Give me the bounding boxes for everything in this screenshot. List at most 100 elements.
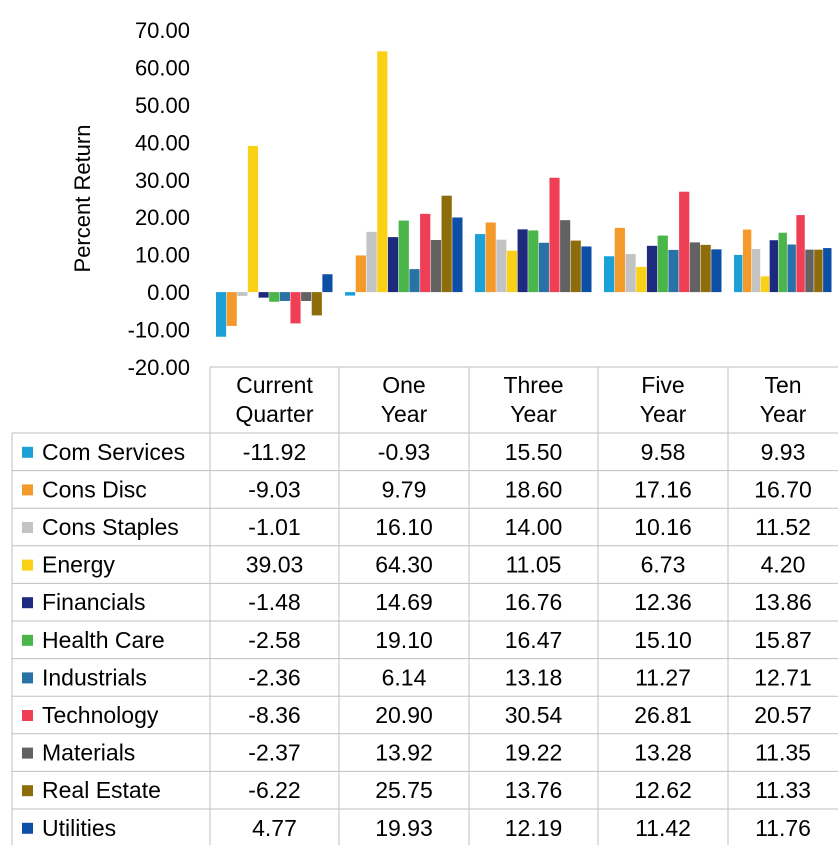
legend-label: Com Services xyxy=(42,439,185,465)
data-label: -9.03 xyxy=(248,476,300,502)
data-label: 16.76 xyxy=(505,589,563,615)
bar xyxy=(452,217,463,293)
data-label: 39.03 xyxy=(246,552,304,578)
data-label: 11.52 xyxy=(755,514,811,540)
data-label: 14.00 xyxy=(505,514,563,540)
bar xyxy=(279,292,290,301)
bar xyxy=(760,276,770,293)
data-label: 12.19 xyxy=(505,815,563,841)
bar xyxy=(420,213,431,293)
legend-swatch xyxy=(22,710,33,721)
data-label: 6.73 xyxy=(641,552,686,578)
legend-label: Utilities xyxy=(42,815,116,841)
y-axis-title: Percent Return xyxy=(70,125,95,273)
data-label: 13.76 xyxy=(505,777,563,803)
data-label: 25.75 xyxy=(375,777,433,803)
data-label: 18.60 xyxy=(505,476,563,502)
bar xyxy=(247,145,259,293)
data-label: 12.62 xyxy=(634,777,692,803)
data-label: 20.57 xyxy=(754,702,812,728)
bar xyxy=(614,227,625,293)
data-label: -1.01 xyxy=(248,514,300,540)
bar xyxy=(258,292,269,298)
bar xyxy=(814,249,823,293)
data-label: 16.10 xyxy=(375,514,433,540)
bar xyxy=(290,292,301,324)
legend-label: Materials xyxy=(42,740,135,766)
bar xyxy=(237,292,248,296)
data-label: 11.35 xyxy=(755,740,811,766)
bar xyxy=(796,215,805,293)
data-label: 16.47 xyxy=(505,627,563,653)
data-label: -2.36 xyxy=(248,664,300,690)
data-label: -6.22 xyxy=(248,777,300,803)
bar xyxy=(769,240,779,293)
bar xyxy=(646,245,658,293)
y-tick-label: 40.00 xyxy=(135,130,190,155)
category-label: Year xyxy=(760,401,807,427)
data-label: 4.77 xyxy=(252,815,297,841)
category-label: Five xyxy=(641,372,684,398)
legend-swatch xyxy=(22,634,33,646)
category-label: Ten xyxy=(764,372,801,398)
bar xyxy=(570,240,581,293)
bar xyxy=(604,256,615,293)
data-label: 4.20 xyxy=(761,552,806,578)
y-tick-label: -10.00 xyxy=(128,318,190,343)
bar xyxy=(636,266,647,293)
legend-label: Real Estate xyxy=(42,777,161,803)
bar xyxy=(409,269,420,293)
category-label: Year xyxy=(510,401,557,427)
bar xyxy=(506,250,518,293)
bar xyxy=(700,244,711,293)
legend-label: Cons Disc xyxy=(42,476,147,502)
bar xyxy=(366,231,377,293)
bar xyxy=(269,292,280,302)
data-label: 15.10 xyxy=(634,627,692,653)
legend-label: Cons Staples xyxy=(42,514,179,540)
data-label: 9.79 xyxy=(382,476,427,502)
category-label: Three xyxy=(503,372,563,398)
legend-swatch xyxy=(22,672,33,684)
data-label: 11.42 xyxy=(635,815,691,841)
bar xyxy=(475,234,486,293)
y-tick-label: -20.00 xyxy=(128,355,190,380)
bar xyxy=(216,292,227,337)
bar xyxy=(787,244,796,293)
data-label: 11.76 xyxy=(755,815,811,841)
bar xyxy=(496,239,507,293)
bar xyxy=(805,249,814,293)
y-tick-label: 10.00 xyxy=(135,243,190,268)
data-label: 9.58 xyxy=(641,439,686,465)
data-label: 19.93 xyxy=(375,815,433,841)
y-tick-label: 70.00 xyxy=(135,18,190,43)
legend-label: Technology xyxy=(42,702,159,728)
category-label: Year xyxy=(640,401,687,427)
bar xyxy=(581,246,592,293)
bar xyxy=(625,254,636,293)
data-label: 30.54 xyxy=(505,702,563,728)
data-label: 15.50 xyxy=(505,439,563,465)
legend-swatch xyxy=(22,597,33,609)
bar xyxy=(430,239,442,293)
bar xyxy=(226,292,237,326)
bar xyxy=(549,177,560,293)
data-label: 15.87 xyxy=(754,627,812,653)
legend-swatch xyxy=(22,522,33,533)
data-label: 12.36 xyxy=(634,589,692,615)
bar xyxy=(751,248,761,293)
category-label: Year xyxy=(381,401,428,427)
legend-label: Industrials xyxy=(42,664,147,690)
category-label: Current xyxy=(236,372,313,398)
bar xyxy=(657,235,668,293)
legend-swatch xyxy=(22,446,33,458)
legend-swatch xyxy=(22,785,33,797)
data-label: 14.69 xyxy=(375,589,433,615)
data-label: 26.81 xyxy=(634,702,692,728)
legend-swatch xyxy=(22,747,33,759)
bar xyxy=(322,274,333,293)
data-label: 13.92 xyxy=(375,740,433,766)
bar xyxy=(311,292,322,316)
data-label: -0.93 xyxy=(378,439,430,465)
y-tick-label: 20.00 xyxy=(135,205,190,230)
